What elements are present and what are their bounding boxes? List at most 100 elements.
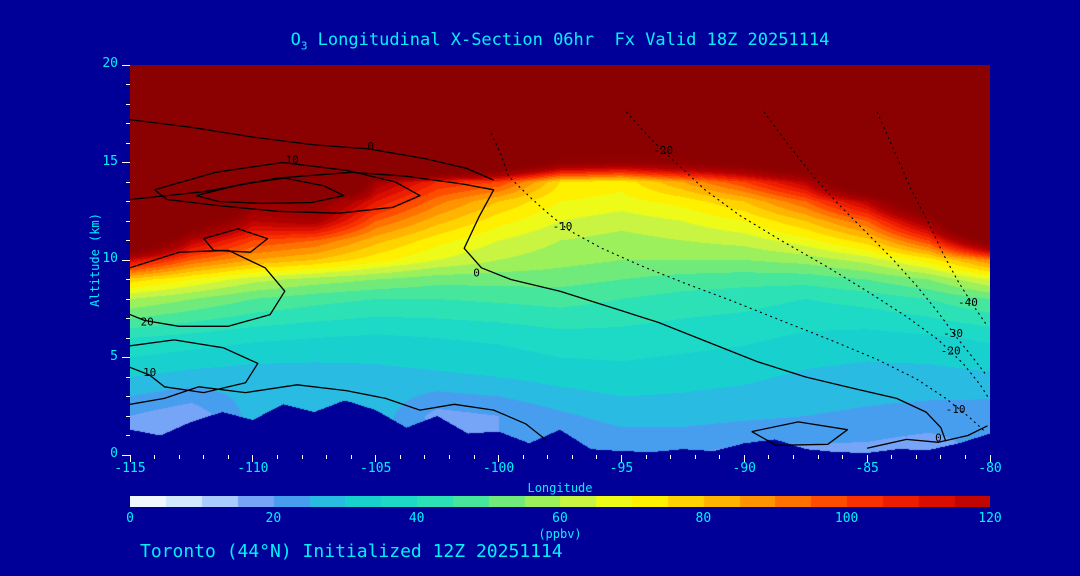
x-axis-label: Longitude [527,481,593,495]
y-axis-minor-tick [126,201,130,202]
x-axis-minor-tick [915,455,917,459]
y-axis-tick [122,259,130,261]
contour-label: -10 [553,220,573,233]
x-tick-label: -100 [482,461,515,476]
contour-label: -40 [958,296,978,309]
contour-label: 10 [286,154,299,167]
contour-label: 0 [935,431,942,444]
contour-label: -20 [653,144,673,157]
contour-label: 0 [367,140,374,153]
title-text: Longitudinal X-Section 06hr Fx Valid 18Z… [307,30,830,50]
y-axis-minor-tick [126,220,130,222]
contour-overlay: 0 0 10 20 10 0 -10 -10 -20 -20 -30 -40 [130,111,990,449]
x-axis-minor-tick [203,455,205,459]
colorbar-units-label: (ppbv) [538,527,582,541]
y-axis-minor-tick [126,298,130,300]
contour-line--20 [625,111,990,399]
contour-line-20 [196,177,345,205]
x-tick-label: -110 [237,461,269,476]
heatmap-canvas [130,65,990,455]
x-axis-minor-tick [817,455,819,459]
x-axis-minor-tick [522,455,524,459]
x-axis-minor-tick [670,455,672,459]
y-axis-minor-tick [126,84,130,85]
contour-line--40 [876,111,988,327]
x-axis-minor-tick [940,455,942,459]
colorbar-gradient [130,496,990,507]
x-axis-minor-tick [154,455,156,459]
y-axis-minor-tick [126,181,130,183]
x-axis-minor-tick [178,455,180,459]
x-axis-minor-tick [645,455,647,459]
y-axis-tick [122,357,130,358]
colorbar-tick-label: 40 [408,511,425,526]
contour-line-20 [130,249,286,327]
x-axis-minor-tick [547,455,549,459]
x-tick-label: -80 [978,461,1002,476]
colorbar-tick-label: 120 [978,511,1002,526]
colorbar-tick-label: 100 [834,511,859,526]
y-axis-minor-tick [126,240,130,241]
title-species: O [290,30,301,50]
x-axis-minor-tick [399,455,401,459]
x-axis-tick [620,455,622,462]
y-axis-minor-tick [126,103,130,105]
x-axis-minor-tick [448,455,450,459]
contour-label: 0 [473,267,480,280]
x-axis-minor-tick [768,455,770,459]
y-tick-label: 5 [110,348,118,364]
contour-line--10 [490,133,986,433]
y-axis-tick [122,454,130,456]
contour-label: 10 [143,366,156,379]
x-axis-tick [252,455,254,462]
y-axis-minor-tick [126,396,130,397]
colorbar-tick-label: 60 [552,511,568,526]
x-axis-minor-tick [571,455,573,459]
contour-label: -20 [941,345,961,358]
x-axis-minor-tick [792,455,794,459]
x-axis-minor-tick [891,455,893,459]
contour-line-20 [203,228,269,253]
colorbar-tick-label: 80 [695,511,712,526]
x-tick-label: -85 [855,461,879,476]
y-axis-minor-tick [126,415,130,417]
contour-line-0 [130,384,546,440]
title-subscript: 3 [300,39,308,53]
x-axis-minor-tick [301,455,303,459]
x-axis-tick [498,455,500,462]
contour-line-0 [130,118,494,181]
x-axis-minor-tick [842,455,844,459]
y-axis-minor-tick [126,142,130,144]
contour-line-0 [751,421,849,446]
contour-label: -30 [943,327,963,340]
y-axis-minor-tick [126,318,130,319]
contour-line-0 [130,171,947,442]
x-axis-tick [989,455,991,462]
y-axis-tick [122,64,130,66]
y-axis-minor-tick [126,376,130,378]
x-tick-label: -90 [732,461,757,476]
x-axis-minor-tick [719,455,721,459]
x-axis-minor-tick [694,455,696,459]
y-axis-minor-tick [126,123,130,124]
contour-line-0 [866,425,988,449]
x-axis-minor-tick [964,455,966,459]
y-tick-label: 20 [102,56,118,71]
y-tick-label: 10 [102,251,118,266]
x-tick-label: -115 [114,461,146,476]
y-axis-minor-tick [126,337,130,339]
x-axis-tick [375,455,377,462]
x-axis-tick [129,455,131,462]
y-axis-minor-tick [126,279,130,280]
x-axis-minor-tick [227,455,229,459]
y-axis-minor-tick [126,435,130,436]
y-axis-tick [122,162,130,163]
x-axis-minor-tick [326,455,328,459]
contour-line-10 [154,161,421,214]
contour-label: 20 [141,315,154,328]
x-axis-minor-tick [424,455,426,459]
x-axis-minor-tick [276,455,278,459]
x-axis-tick [743,455,745,462]
contour-line-10 [130,339,259,394]
